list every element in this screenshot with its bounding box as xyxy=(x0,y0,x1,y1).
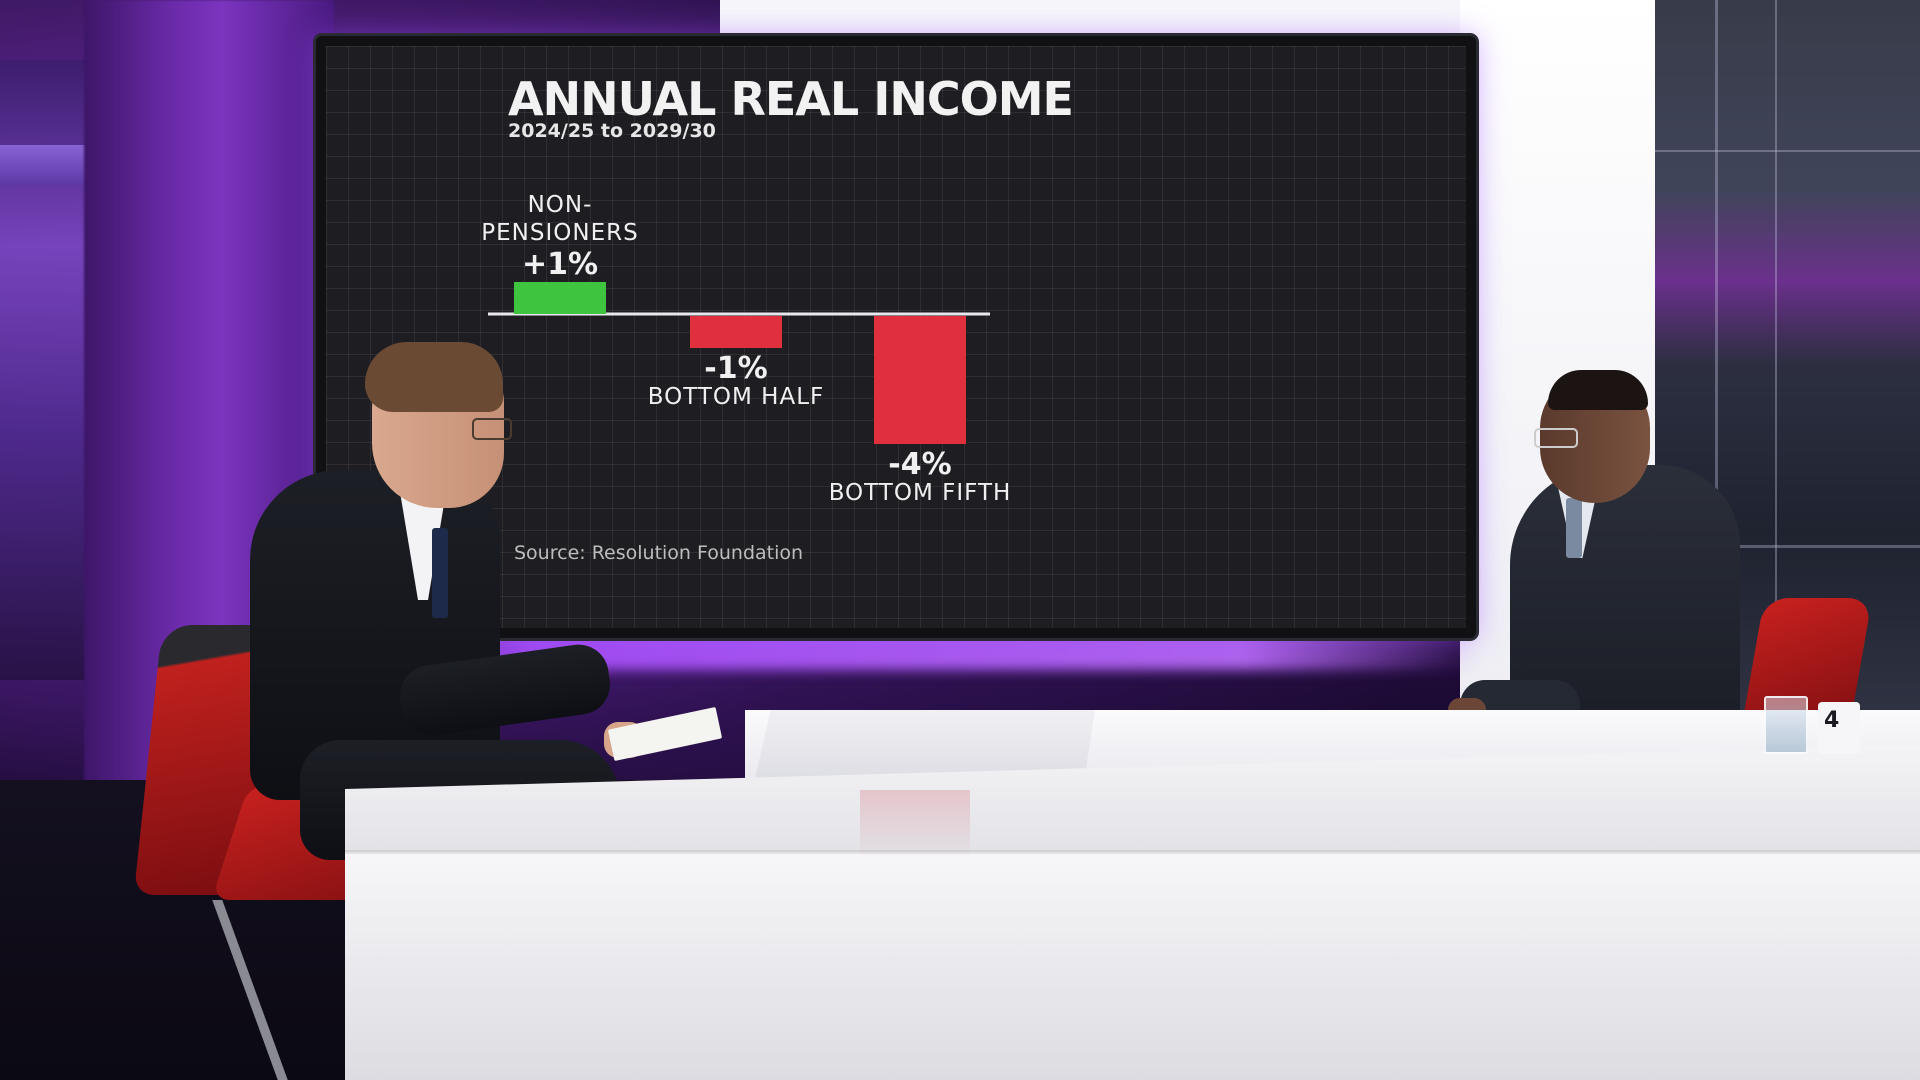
chart-title: ANNUAL REAL INCOME xyxy=(508,72,1074,126)
bar-chart: +1% NON-PENSIONERS -1%BOTTOM HALF -4%BOTTOM… xyxy=(481,192,1012,506)
water-glass xyxy=(1764,696,1808,754)
glasses-icon xyxy=(1534,428,1578,448)
value-label: -1% xyxy=(704,351,767,386)
channel-logo-icon: 4 xyxy=(1824,708,1840,733)
value-label: +1% xyxy=(522,247,598,282)
value-label: -4% xyxy=(888,447,951,482)
category-label: BOTTOM HALF xyxy=(648,384,825,410)
category-label: BOTTOM FIFTH xyxy=(829,480,1012,506)
desk-edge-shadow xyxy=(345,850,1920,854)
bar-non-pensioners xyxy=(514,282,606,314)
left-wall-light xyxy=(0,145,90,185)
desk-main-front xyxy=(345,852,1920,1080)
category-label: PENSIONERS xyxy=(481,220,638,246)
bar-bottom-half xyxy=(690,316,782,348)
left-presenter-hair xyxy=(365,342,503,412)
video-wall-screen: ANNUAL REAL INCOME 2024/25 to 2029/30 +1… xyxy=(326,46,1466,628)
glasses-icon xyxy=(472,418,512,440)
desk-reflection xyxy=(860,790,970,860)
channel-mug: 4 xyxy=(1818,702,1860,754)
chart-subtitle: 2024/25 to 2029/30 xyxy=(508,120,716,142)
left-presenter-tie xyxy=(432,528,448,618)
bar-bottom-fifth xyxy=(874,316,966,444)
chart-source: Source: Resolution Foundation xyxy=(514,542,804,564)
right-presenter-hair xyxy=(1548,370,1648,410)
right-presenter-tie xyxy=(1566,498,1582,558)
category-label: NON- xyxy=(528,192,593,218)
